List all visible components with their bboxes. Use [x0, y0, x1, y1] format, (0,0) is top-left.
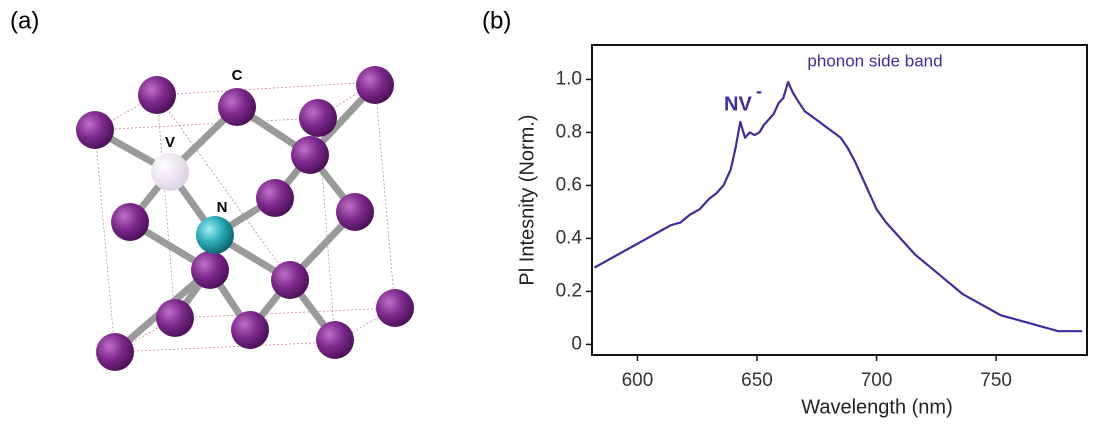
atom-label: C	[232, 67, 243, 84]
y-tick-label: 0.2	[556, 280, 582, 301]
y-axis-label: Pl Intesnity (Norm.)	[516, 114, 538, 285]
x-axis-label: Wavelength (nm)	[801, 396, 953, 418]
x-tick-label: 600	[622, 370, 654, 391]
y-tick-label: 0.4	[556, 227, 583, 248]
annotation: NV	[724, 93, 752, 115]
x-tick-label: 650	[741, 370, 773, 391]
atom-label: N	[217, 199, 228, 216]
panel-label: (a)	[10, 7, 39, 34]
y-tick-label: 1.0	[556, 68, 582, 89]
x-tick-label: 700	[861, 370, 893, 391]
y-tick-label: 0.8	[556, 121, 582, 142]
annotation: -	[756, 81, 762, 101]
spectrum-chart: phonon side band NV - Wavelength (nm) Pl…	[516, 51, 952, 418]
panel-label: (b)	[482, 7, 511, 34]
x-tick-label: 750	[980, 370, 1012, 391]
carbon-atoms	[76, 66, 414, 371]
atom-label: V	[165, 134, 175, 151]
nitrogen-atom	[196, 216, 234, 254]
y-tick-label: 0.6	[556, 174, 582, 195]
plot-frame	[591, 44, 1088, 356]
annotation: phonon side band	[807, 51, 942, 70]
vacancy	[151, 153, 189, 191]
crystal-structure: C V N	[76, 66, 414, 371]
y-tick-label: 0	[571, 333, 582, 354]
spectrum-line	[593, 81, 1083, 333]
